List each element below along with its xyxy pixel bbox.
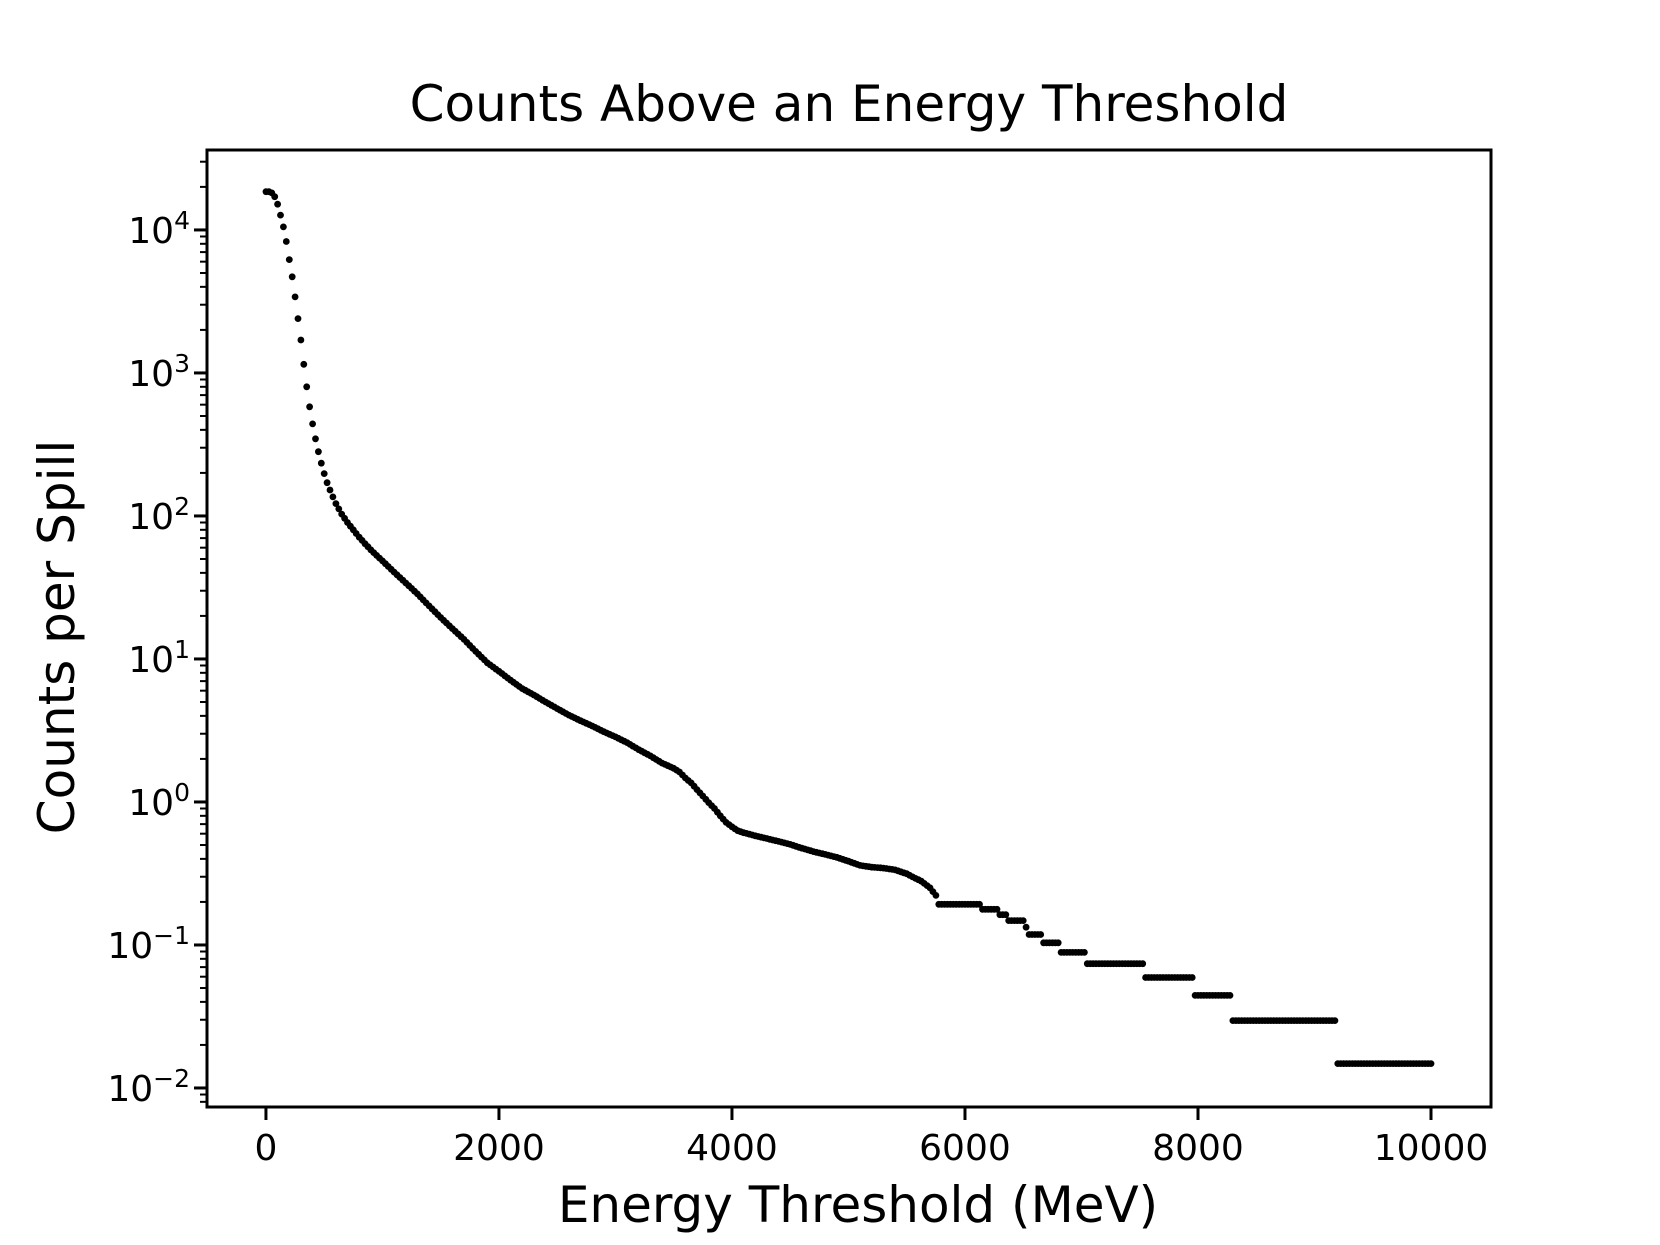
- plot-frame: [205, 148, 1493, 1109]
- data-point: [282, 238, 290, 245]
- y-tick-label: 103: [128, 349, 190, 395]
- data-point: [303, 383, 311, 391]
- data-point: [932, 892, 940, 899]
- y-minor-ticks: [200, 160, 207, 1103]
- data-point: [285, 256, 293, 263]
- x-tick-label: 8000: [1152, 1128, 1244, 1169]
- x-tick-label: 4000: [686, 1128, 778, 1169]
- chart-title: Counts Above an Energy Threshold: [409, 75, 1289, 133]
- data-point: [320, 470, 328, 477]
- y-axis-label: Counts per Spill: [28, 439, 86, 835]
- x-tick-label: 6000: [919, 1128, 1011, 1169]
- y-tick-label: 104: [128, 206, 190, 252]
- data-point: [335, 505, 343, 513]
- data-point: [271, 193, 279, 201]
- data-point: [277, 211, 284, 219]
- data-point: [274, 200, 281, 208]
- data-point: [300, 360, 308, 368]
- data-point: [315, 448, 322, 456]
- data-point: [329, 493, 337, 501]
- y-tick-label: 102: [128, 492, 190, 538]
- data-point: [1002, 911, 1010, 919]
- data-point: [309, 420, 316, 428]
- y-tick-label: 10−2: [107, 1064, 190, 1110]
- x-axis-ticks: 0 2000 4000 6000 8000 10000: [254, 1107, 1488, 1169]
- data-point: [993, 905, 1001, 913]
- data-point: [1139, 960, 1147, 968]
- data-point: [1037, 931, 1045, 938]
- y-tick-label: 100: [128, 778, 190, 824]
- y-tick-label: 101: [128, 635, 190, 681]
- data-point: [280, 223, 287, 231]
- data-point: [288, 273, 296, 281]
- data-point: [326, 486, 334, 494]
- data-point: [1081, 949, 1088, 956]
- data-point: [1019, 917, 1027, 924]
- data-point: [312, 435, 319, 443]
- data-point: [317, 459, 325, 467]
- x-tick-label: 0: [254, 1128, 277, 1169]
- data-point: [297, 336, 305, 344]
- data-point: [291, 293, 299, 301]
- y-tick-label: 10−1: [107, 921, 190, 967]
- data-point: [1188, 974, 1196, 981]
- data-point: [1427, 1060, 1435, 1067]
- y-axis-ticks: 104 103 102 101 100 10−1 10−2: [107, 206, 207, 1110]
- data-point: [1054, 939, 1062, 947]
- data-point: [1226, 992, 1234, 999]
- data-point: [976, 900, 983, 908]
- data-series: [262, 188, 1435, 1067]
- x-axis-label: Energy Threshold (MeV): [557, 1176, 1159, 1234]
- data-point: [1022, 923, 1030, 931]
- x-tick-label: 2000: [453, 1128, 545, 1169]
- data-point: [323, 479, 331, 487]
- data-point: [306, 403, 313, 411]
- data-point: [294, 315, 302, 322]
- data-point: [1331, 1017, 1339, 1024]
- data-point: [332, 500, 340, 507]
- x-tick-label: 10000: [1374, 1128, 1489, 1169]
